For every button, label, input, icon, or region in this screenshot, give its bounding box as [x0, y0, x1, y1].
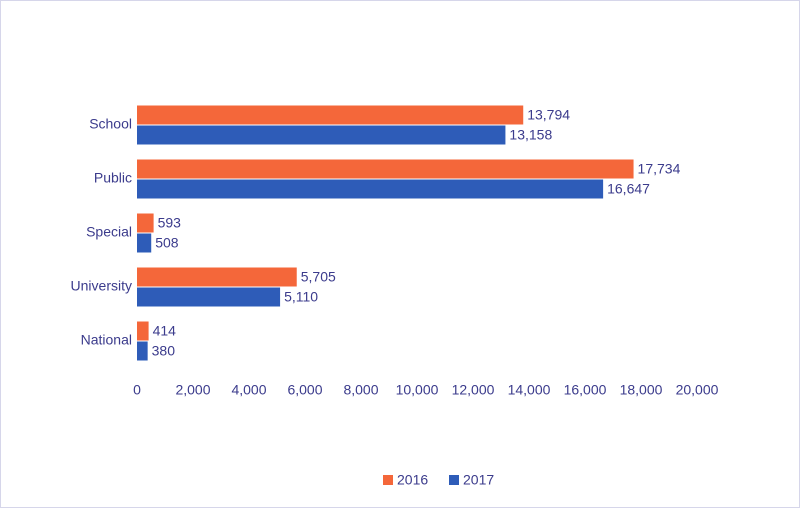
- bar: [137, 233, 152, 253]
- bar: [137, 105, 524, 125]
- x-tick-label: 6,000: [287, 382, 322, 398]
- data-label: 16,647: [607, 181, 650, 197]
- y-tick-label: Special: [86, 224, 132, 240]
- y-tick-label: National: [81, 332, 132, 348]
- data-label: 414: [153, 323, 177, 339]
- x-tick-label: 0: [133, 382, 141, 398]
- x-tick-label: 4,000: [231, 382, 266, 398]
- data-label: 5,110: [284, 289, 318, 305]
- bar: [137, 341, 148, 361]
- x-tick-label: 2,000: [175, 382, 210, 398]
- bar: [137, 159, 634, 179]
- y-tick-label: University: [71, 278, 132, 294]
- legend-label: 2017: [463, 472, 494, 488]
- data-label: 508: [155, 235, 179, 251]
- bar: [137, 125, 506, 145]
- data-label: 17,734: [638, 161, 681, 177]
- data-label: 593: [158, 215, 182, 231]
- x-tick-label: 8,000: [343, 382, 378, 398]
- x-tick-label: 10,000: [396, 382, 439, 398]
- legend-swatch: [449, 475, 459, 485]
- data-label: 13,794: [527, 107, 570, 123]
- legend-label: 2016: [397, 472, 428, 488]
- x-tick-label: 12,000: [452, 382, 495, 398]
- y-tick-label: Public: [94, 170, 132, 186]
- bar: [137, 321, 149, 341]
- bar: [137, 267, 297, 287]
- bar: [137, 213, 154, 233]
- legend-swatch: [383, 475, 393, 485]
- data-label: 380: [152, 343, 176, 359]
- data-label: 5,705: [301, 269, 336, 285]
- x-tick-label: 18,000: [620, 382, 663, 398]
- x-tick-label: 14,000: [508, 382, 551, 398]
- bar: [137, 287, 281, 307]
- bar: [137, 179, 604, 199]
- data-label: 13,158: [509, 127, 552, 143]
- x-tick-label: 20,000: [676, 382, 719, 398]
- x-tick-label: 16,000: [564, 382, 607, 398]
- y-tick-label: School: [89, 116, 132, 132]
